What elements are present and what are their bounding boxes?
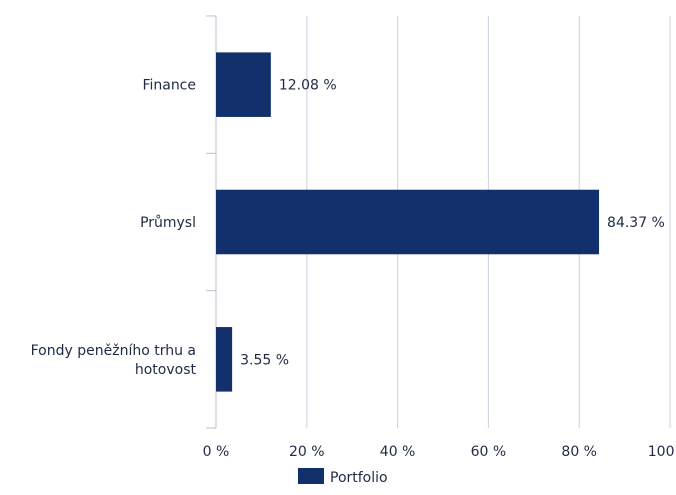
bars — [216, 52, 600, 392]
bar — [216, 189, 600, 255]
data-label: 84.37 % — [607, 215, 665, 231]
category-axis — [206, 15, 217, 429]
legend-swatch — [298, 468, 324, 484]
category-label: Průmysl — [140, 215, 196, 231]
category-label: Fondy peněžního trhu a hotovost — [31, 343, 197, 378]
x-tick-label: 100 % — [648, 444, 676, 460]
x-tick-label: 0 % — [203, 444, 230, 460]
data-label: 12.08 % — [279, 78, 337, 94]
x-tick-label: 20 % — [289, 444, 325, 460]
bar — [216, 327, 233, 392]
x-tick-label: 60 % — [471, 444, 507, 460]
data-label: 3.55 % — [240, 352, 289, 368]
category-labels: Finance Průmysl Fondy peněžního trhu a hoto… — [31, 78, 197, 378]
x-tick-labels: 0 % 20 % 40 % 60 % 80 % 100 % — [203, 444, 676, 460]
bar — [216, 52, 271, 117]
data-labels: 12.08 % 84.37 % 3.55 % — [240, 78, 665, 369]
legend: Portfolio — [298, 468, 388, 486]
category-label: Finance — [142, 78, 196, 94]
x-tick-label: 40 % — [380, 444, 416, 460]
legend-label: Portfolio — [330, 470, 388, 486]
x-tick-label: 80 % — [561, 444, 597, 460]
